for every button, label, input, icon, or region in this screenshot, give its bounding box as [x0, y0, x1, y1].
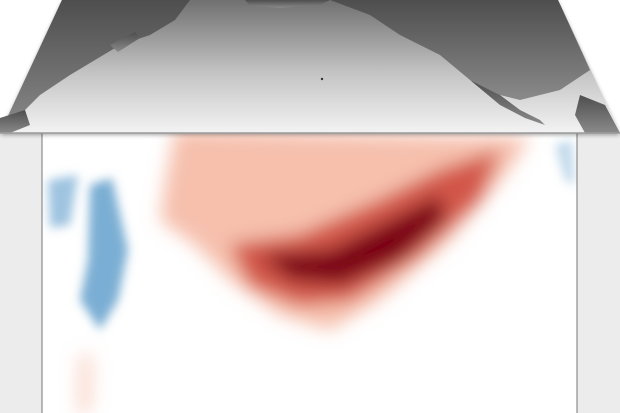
right-side-wall — [577, 133, 620, 413]
cool-anomaly-left — [48, 175, 78, 228]
indonesia-land — [0, 110, 30, 133]
cool-anomaly-main — [80, 178, 128, 330]
land-masses — [0, 0, 620, 133]
south-america-land — [575, 95, 620, 133]
left-side-wall — [0, 133, 42, 413]
cool-anomaly-east — [555, 140, 575, 185]
pacific-map-plane — [0, 0, 620, 135]
warm-anomaly-dark — [260, 195, 445, 285]
asia-land — [0, 0, 190, 133]
hawaii-island — [320, 77, 324, 81]
temperature-section — [42, 133, 577, 413]
alaska-land — [245, 0, 330, 8]
north-america-land — [330, 0, 590, 100]
warm-anomaly-faint-streak — [78, 355, 92, 413]
japan-land — [110, 32, 140, 52]
central-america-land — [470, 80, 545, 125]
